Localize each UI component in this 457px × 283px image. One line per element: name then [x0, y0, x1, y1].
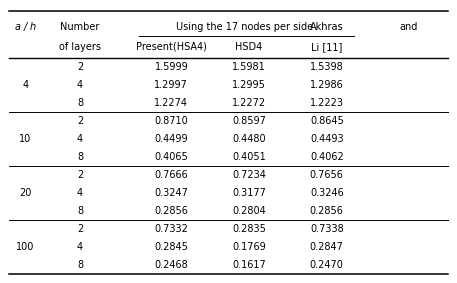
Text: HSD4: HSD4 [235, 42, 263, 52]
Text: 0.2470: 0.2470 [310, 260, 344, 270]
Text: 1.5999: 1.5999 [154, 62, 188, 72]
Text: Present(HSA4): Present(HSA4) [136, 42, 207, 52]
Text: 0.7656: 0.7656 [310, 170, 344, 180]
Text: 4: 4 [77, 134, 83, 144]
Text: 100: 100 [16, 242, 34, 252]
Text: 0.2856: 0.2856 [310, 206, 344, 216]
Text: $a$ / $h$: $a$ / $h$ [14, 20, 37, 33]
Text: Akhras: Akhras [310, 22, 344, 32]
Text: Li [11]: Li [11] [311, 42, 342, 52]
Text: 0.2845: 0.2845 [154, 242, 188, 252]
Text: 1.2274: 1.2274 [154, 98, 188, 108]
Text: 0.1617: 0.1617 [232, 260, 266, 270]
Text: 0.4499: 0.4499 [154, 134, 188, 144]
Text: 0.2856: 0.2856 [154, 206, 188, 216]
Text: 0.3247: 0.3247 [154, 188, 188, 198]
Text: 20: 20 [19, 188, 32, 198]
Text: 0.1769: 0.1769 [232, 242, 266, 252]
Text: Using the 17 nodes per side: Using the 17 nodes per side [176, 22, 313, 32]
Text: 4: 4 [77, 188, 83, 198]
Text: 2: 2 [77, 116, 83, 126]
Text: 0.3246: 0.3246 [310, 188, 344, 198]
Text: 0.2804: 0.2804 [232, 206, 266, 216]
Text: 2: 2 [77, 62, 83, 72]
Text: 0.2847: 0.2847 [310, 242, 344, 252]
Text: 2: 2 [77, 170, 83, 180]
Text: Number: Number [60, 22, 100, 32]
Text: 1.2995: 1.2995 [232, 80, 266, 90]
Text: 1.5981: 1.5981 [232, 62, 266, 72]
Text: 0.3177: 0.3177 [232, 188, 266, 198]
Text: 1.2272: 1.2272 [232, 98, 266, 108]
Text: 4: 4 [77, 242, 83, 252]
Text: 0.4065: 0.4065 [154, 152, 188, 162]
Text: 1.2223: 1.2223 [310, 98, 344, 108]
Text: of layers: of layers [59, 42, 101, 52]
Text: 0.7332: 0.7332 [154, 224, 188, 234]
Text: 0.4062: 0.4062 [310, 152, 344, 162]
Text: 0.8597: 0.8597 [232, 116, 266, 126]
Text: 1.2986: 1.2986 [310, 80, 344, 90]
Text: 0.4051: 0.4051 [232, 152, 266, 162]
Text: 8: 8 [77, 152, 83, 162]
Text: 2: 2 [77, 224, 83, 234]
Text: 1.5398: 1.5398 [310, 62, 344, 72]
Text: 8: 8 [77, 98, 83, 108]
Text: 0.4480: 0.4480 [232, 134, 266, 144]
Text: 1.2997: 1.2997 [154, 80, 188, 90]
Text: 10: 10 [19, 134, 31, 144]
Text: 4: 4 [22, 80, 28, 90]
Text: 0.8645: 0.8645 [310, 116, 344, 126]
Text: 8: 8 [77, 206, 83, 216]
Text: 0.7338: 0.7338 [310, 224, 344, 234]
Text: 0.8710: 0.8710 [154, 116, 188, 126]
Text: and: and [400, 22, 418, 32]
Text: 4: 4 [77, 80, 83, 90]
Text: 0.7666: 0.7666 [154, 170, 188, 180]
Text: 0.2468: 0.2468 [154, 260, 188, 270]
Text: 0.7234: 0.7234 [232, 170, 266, 180]
Text: 8: 8 [77, 260, 83, 270]
Text: 0.4493: 0.4493 [310, 134, 344, 144]
Text: 0.2835: 0.2835 [232, 224, 266, 234]
